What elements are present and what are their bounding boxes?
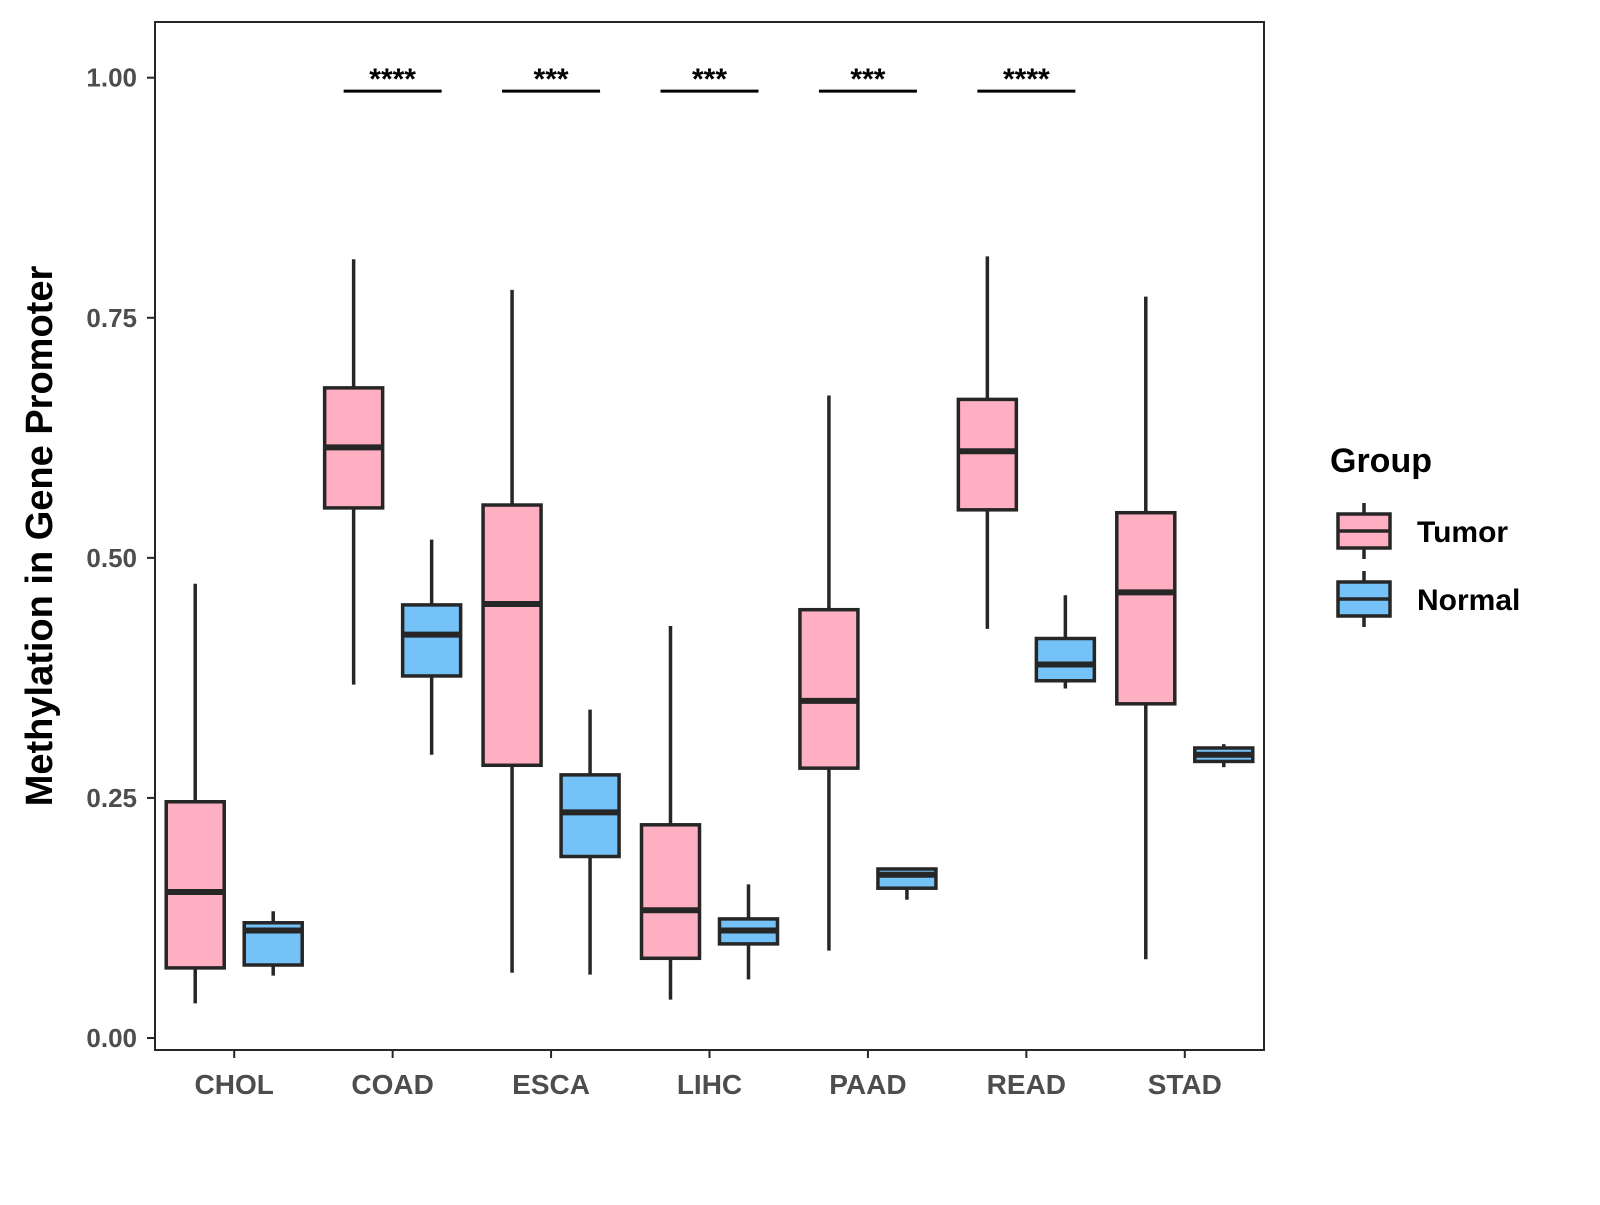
significance-label: ***: [692, 63, 727, 96]
significance-label: ***: [534, 63, 569, 96]
legend-label: Normal: [1417, 584, 1520, 617]
box: [1115, 510, 1177, 706]
y-tick-label: 0.50: [86, 543, 137, 573]
x-tick-label: READ: [987, 1069, 1066, 1100]
box: [956, 397, 1019, 512]
y-tick-label: 0.00: [86, 1023, 137, 1053]
box-tumor-coad: [322, 259, 385, 685]
box-normal-lihc: [717, 884, 780, 980]
x-tick-label: LIHC: [677, 1069, 742, 1100]
x-tick-label: ESCA: [512, 1069, 590, 1100]
legend: Group Tumor Normal: [1330, 442, 1520, 627]
significance-label: ****: [369, 63, 416, 96]
box-tumor-paad: [798, 395, 860, 951]
y-tick-label: 0.75: [86, 303, 137, 333]
box: [1034, 636, 1097, 683]
y-tick-label: 0.25: [86, 783, 137, 813]
x-tick-label: CHOL: [195, 1069, 274, 1100]
significance-label: ****: [1003, 63, 1050, 96]
box-tumor-read: [956, 256, 1019, 629]
box: [559, 773, 621, 859]
plot-panel: [154, 21, 1265, 1051]
y-tick-label: 1.00: [86, 63, 137, 93]
box-tumor-stad: [1115, 296, 1177, 960]
legend-label: Tumor: [1417, 516, 1508, 549]
box-normal-coad: [400, 539, 463, 755]
legend-entry-tumor: Tumor: [1336, 503, 1508, 559]
legend-entry-normal: Normal: [1336, 571, 1520, 627]
legend-title: Group: [1330, 442, 1432, 480]
box: [639, 823, 702, 961]
box: [400, 603, 463, 678]
box-tumor-chol: [164, 583, 226, 1004]
x-tick-label: STAD: [1148, 1069, 1222, 1100]
significance-label: ***: [850, 63, 885, 96]
x-tick-label: COAD: [351, 1069, 433, 1100]
box-normal-stad: [1193, 744, 1255, 768]
box-tumor-esca: [481, 289, 543, 973]
y-axis-label: Methylation in Gene Promoter: [19, 266, 61, 807]
box-normal-read: [1034, 595, 1097, 689]
box-tumor-lihc: [639, 626, 702, 1000]
box: [164, 800, 226, 970]
x-tick-label: PAAD: [829, 1069, 906, 1100]
box-normal-esca: [559, 709, 621, 975]
box: [798, 607, 860, 770]
box: [481, 503, 543, 768]
box-normal-chol: [242, 911, 304, 976]
box-normal-paad: [876, 867, 938, 900]
